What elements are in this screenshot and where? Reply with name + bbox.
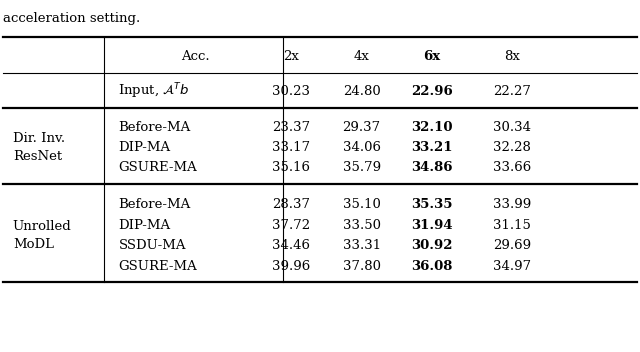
Text: 33.66: 33.66 (493, 162, 531, 174)
Text: Before-MA: Before-MA (118, 121, 191, 134)
Text: 37.72: 37.72 (272, 219, 310, 232)
Text: 4x: 4x (354, 50, 369, 63)
Text: 22.96: 22.96 (411, 85, 453, 98)
Text: 22.27: 22.27 (493, 85, 531, 98)
Text: acceleration setting.: acceleration setting. (3, 12, 140, 25)
Text: 30.23: 30.23 (272, 85, 310, 98)
Text: 24.80: 24.80 (343, 85, 380, 98)
Text: 23.37: 23.37 (272, 121, 310, 134)
Text: 33.17: 33.17 (272, 142, 310, 154)
Text: 33.99: 33.99 (493, 199, 531, 211)
Text: 37.80: 37.80 (342, 260, 381, 272)
Text: 32.28: 32.28 (493, 142, 531, 154)
Text: 35.10: 35.10 (342, 199, 381, 211)
Text: SSDU-MA: SSDU-MA (118, 239, 186, 252)
Text: 33.31: 33.31 (342, 239, 381, 252)
Text: 34.46: 34.46 (272, 239, 310, 252)
Text: DIP-MA: DIP-MA (118, 142, 170, 154)
Text: 36.08: 36.08 (412, 260, 452, 272)
Text: Unrolled
MoDL: Unrolled MoDL (13, 220, 72, 251)
Text: GSURE-MA: GSURE-MA (118, 260, 197, 272)
Text: 2x: 2x (284, 50, 299, 63)
Text: 29.37: 29.37 (342, 121, 381, 134)
Text: DIP-MA: DIP-MA (118, 219, 170, 232)
Text: 30.34: 30.34 (493, 121, 531, 134)
Text: 39.96: 39.96 (272, 260, 310, 272)
Text: Dir. Inv.
ResNet: Dir. Inv. ResNet (13, 132, 65, 163)
Text: 35.35: 35.35 (412, 199, 452, 211)
Text: 32.10: 32.10 (412, 121, 452, 134)
Text: 34.86: 34.86 (412, 162, 452, 174)
Text: 29.69: 29.69 (493, 239, 531, 252)
Text: 35.79: 35.79 (342, 162, 381, 174)
Text: 28.37: 28.37 (272, 199, 310, 211)
Text: 31.94: 31.94 (411, 219, 453, 232)
Text: 33.50: 33.50 (342, 219, 381, 232)
Text: Acc.: Acc. (181, 50, 209, 63)
Text: 35.16: 35.16 (272, 162, 310, 174)
Text: GSURE-MA: GSURE-MA (118, 162, 197, 174)
Text: 34.97: 34.97 (493, 260, 531, 272)
Text: 34.06: 34.06 (342, 142, 381, 154)
Text: 8x: 8x (504, 50, 520, 63)
Text: Input, $\mathcal{A}^Tb$: Input, $\mathcal{A}^Tb$ (118, 82, 190, 101)
Text: 33.21: 33.21 (412, 142, 452, 154)
Text: 31.15: 31.15 (493, 219, 531, 232)
Text: 6x: 6x (424, 50, 440, 63)
Text: Before-MA: Before-MA (118, 199, 191, 211)
Text: 30.92: 30.92 (412, 239, 452, 252)
